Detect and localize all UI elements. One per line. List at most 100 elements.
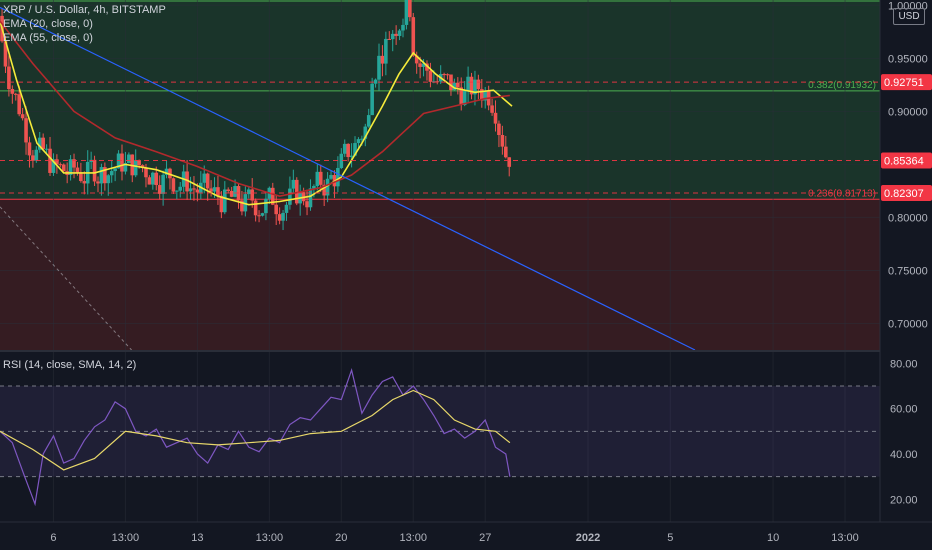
candle-body [462, 90, 467, 106]
candle-body [342, 143, 347, 154]
fib-level-label: 0.236(0.81713) [808, 188, 876, 199]
candle-body [336, 167, 340, 187]
candle-body [31, 155, 35, 161]
candle-body [507, 157, 512, 167]
candle-body [20, 114, 25, 119]
price-tick-label: 1.00000 [888, 0, 928, 12]
candle-body [188, 188, 193, 192]
candle-body [133, 160, 138, 176]
candle-body [274, 204, 278, 215]
candle-body [288, 188, 292, 205]
candle-body [294, 179, 299, 204]
candle-body [414, 55, 419, 64]
rsi-line [0, 367, 511, 507]
time-tick-label: 13:00 [831, 532, 859, 544]
candle-body [154, 172, 159, 186]
candle-body [48, 148, 52, 173]
candle-body [144, 167, 148, 178]
candle-body [315, 171, 320, 187]
time-tick-label: 13:00 [256, 532, 284, 544]
candle-body [79, 172, 83, 182]
candle-body [219, 195, 224, 213]
candle-body [99, 167, 104, 184]
candle-body [171, 178, 176, 192]
candle-body [459, 87, 464, 106]
candle-body [10, 89, 15, 94]
main-legend: XRP / U.S. Dollar, 4h, BITSTAMP EMA (20,… [3, 3, 166, 45]
price-tick-label: 0.90000 [888, 106, 928, 118]
fib-level-label: 0.382(0.91932) [808, 80, 876, 91]
candle-body [356, 139, 361, 144]
candle-body [233, 186, 237, 197]
candle-body [428, 70, 433, 82]
dashed-projection-line [0, 206, 132, 351]
rsi-tick-label: 40.00 [890, 449, 918, 461]
candle-body [291, 179, 296, 189]
price-tick-label: 0.95000 [888, 53, 928, 65]
candle-body [411, 17, 416, 56]
candle-body [106, 175, 111, 184]
candle-body [277, 214, 282, 221]
candle-body [147, 177, 152, 185]
candle-body [408, 0, 412, 18]
ema-55-legend[interactable]: EMA (55, close, 0) [3, 32, 93, 44]
candle-body [192, 188, 196, 190]
ema-20-legend[interactable]: EMA (20, close, 0) [3, 18, 93, 30]
candle-body [384, 38, 388, 64]
candle-body [503, 146, 508, 158]
symbol-title[interactable]: XRP / U.S. Dollar, 4h, BITSTAMP [3, 4, 166, 16]
candle-body [120, 153, 124, 172]
candle-body [281, 212, 285, 221]
candle-body [377, 55, 381, 80]
rsi-ma-line [0, 389, 511, 471]
candle-body [284, 204, 289, 213]
candle-body [58, 164, 63, 166]
candle-body [253, 200, 258, 216]
rsi-legend-label[interactable]: RSI (14, close, SMA, 14, 2) [3, 359, 137, 371]
candle-body [175, 190, 179, 192]
candle-body [325, 178, 330, 196]
candle-body [490, 105, 494, 113]
candle-body [75, 167, 80, 173]
time-tick-label: 27 [479, 532, 491, 544]
price-tick-label: 0.70000 [888, 318, 928, 330]
candle-body [373, 79, 378, 84]
candle-body [27, 142, 32, 156]
candle-body [37, 137, 42, 150]
candle-body [483, 91, 488, 101]
price-tag-label: 0.82307 [884, 188, 924, 200]
candle-body [157, 185, 162, 194]
candle-body [442, 74, 446, 76]
candle-body [346, 143, 350, 158]
candle-body [387, 38, 392, 40]
candle-body [473, 79, 477, 95]
candle-body [312, 186, 316, 189]
candle-body [17, 94, 21, 115]
candle-body [68, 159, 73, 175]
candle-body [469, 76, 474, 95]
candle-body [41, 137, 45, 150]
candle-body [109, 171, 114, 176]
candle-body [195, 189, 200, 193]
candle-body [401, 24, 405, 31]
candle-body [390, 33, 395, 40]
candle-body [308, 188, 313, 208]
candle-body [240, 200, 244, 212]
price-tick-label: 0.75000 [888, 265, 928, 277]
candle-body [397, 30, 402, 36]
candle-body [456, 82, 460, 88]
candle-body [55, 159, 59, 165]
price-tag [881, 152, 932, 169]
candle-body [209, 188, 213, 192]
candle-body [452, 82, 457, 91]
currency-unit-button[interactable]: USD [893, 8, 925, 25]
time-tick-label: 13:00 [400, 532, 428, 544]
candle-body [202, 173, 207, 183]
candle-body [339, 153, 344, 168]
candle-body [140, 165, 145, 168]
candle-body [168, 168, 172, 179]
candle-body [151, 172, 155, 185]
candle-body [360, 138, 364, 140]
rsi-tick-label: 60.00 [890, 404, 918, 416]
